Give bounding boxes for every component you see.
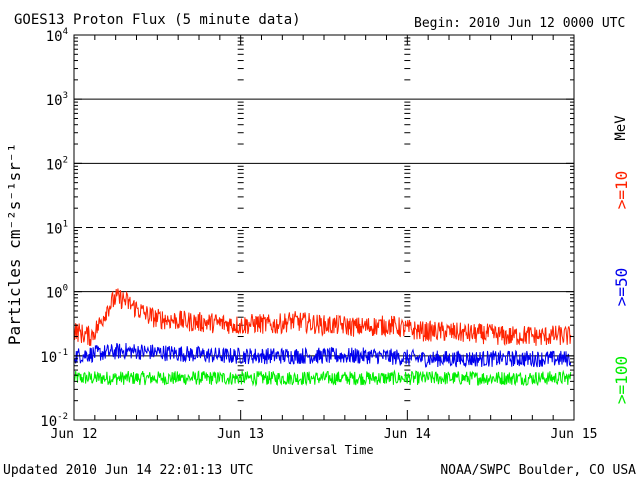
y-tick-labels: 104 103 102 101 100 10-1 10-2 xyxy=(40,27,68,430)
y-tick-label: 10-1 xyxy=(40,348,68,366)
y-axis-label: Particles cm⁻²s⁻¹sr⁻¹ xyxy=(5,143,24,345)
legend-entry-ge50: >=50 xyxy=(612,268,631,307)
x-axis-label: Universal Time xyxy=(272,443,373,457)
x-tick-label: Jun 15 xyxy=(551,427,598,442)
x-tick-label: Jun 12 xyxy=(51,427,98,442)
series-group xyxy=(73,288,572,387)
x-tick-label: Jun 13 xyxy=(217,427,264,442)
legend-entry-ge100: >=100 xyxy=(612,356,631,404)
legend: MeV >=10 >=50 >=100 xyxy=(612,115,631,404)
y-tick-label: 104 xyxy=(46,27,68,45)
y-tick-label: 100 xyxy=(46,284,68,302)
day-divider-ticks xyxy=(237,37,411,402)
y-tick-label: 103 xyxy=(46,91,68,109)
series-line-ge100 xyxy=(73,369,572,387)
y-tick-label: 101 xyxy=(46,220,68,238)
x-tick-label: Jun 14 xyxy=(384,427,431,442)
updated-timestamp: Updated 2010 Jun 14 22:01:13 UTC xyxy=(3,463,253,478)
begin-label: Begin: 2010 Jun 12 0000 UTC xyxy=(414,16,625,31)
x-tick-labels: Jun 12 Jun 13 Jun 14 Jun 15 xyxy=(51,427,598,442)
y-tick-label: 102 xyxy=(46,155,68,173)
series-line-ge50 xyxy=(73,342,572,368)
credit-label: NOAA/SWPC Boulder, CO USA xyxy=(440,463,636,478)
axis-ticks xyxy=(73,35,575,421)
chart-title: GOES13 Proton Flux (5 minute data) xyxy=(14,12,301,28)
legend-unit-mev: MeV xyxy=(613,115,629,141)
series-line-ge10 xyxy=(73,288,572,347)
legend-entry-ge10: >=10 xyxy=(612,171,631,210)
y-tick-label: 10-2 xyxy=(40,412,68,430)
